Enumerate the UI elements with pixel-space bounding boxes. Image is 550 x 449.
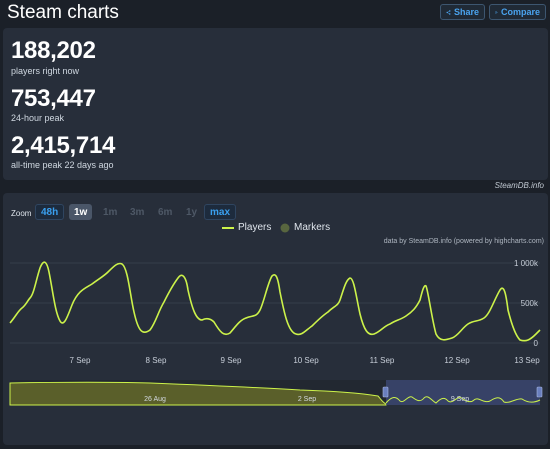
page-title: Steam charts bbox=[7, 2, 119, 23]
players-series-line bbox=[9, 261, 541, 342]
peak-24h-label: 24-hour peak bbox=[11, 113, 65, 123]
zoom-48h-button[interactable]: 48h bbox=[35, 204, 65, 220]
navigator-right-handle[interactable] bbox=[536, 386, 543, 398]
y-tick-1000k: 1 000k bbox=[514, 259, 539, 268]
footer-credit[interactable]: data by SteamDB.info (powered by highcha… bbox=[383, 238, 544, 245]
legend-markers-label: Markers bbox=[294, 222, 331, 233]
nav-tick-2sep: 2 Sep bbox=[298, 396, 316, 403]
x-tick-8sep: 8 Sep bbox=[146, 356, 167, 365]
nav-tick-9sep: 9 Sep bbox=[451, 396, 469, 403]
x-tick-10sep: 10 Sep bbox=[293, 356, 319, 365]
compare-label: Compare bbox=[500, 7, 540, 17]
x-tick-7sep: 7 Sep bbox=[70, 356, 91, 365]
legend-players-label: Players bbox=[238, 222, 272, 233]
zoom-1y-button: 1y bbox=[186, 206, 198, 218]
navigator-left-handle[interactable] bbox=[382, 386, 389, 398]
navigator[interactable]: 26 Aug 2 Sep 9 Sep bbox=[9, 380, 543, 406]
share-button[interactable]: Share bbox=[440, 4, 485, 20]
navigator-selection-line bbox=[385, 396, 541, 404]
compare-button[interactable]: Compare bbox=[489, 4, 546, 20]
zoom-6m-button: 6m bbox=[158, 206, 173, 218]
line-legend-icon bbox=[222, 226, 234, 229]
y-tick-0: 0 bbox=[534, 339, 539, 348]
zoom-label: Zoom bbox=[11, 209, 32, 218]
current-players-label: players right now bbox=[11, 66, 80, 76]
legend-markers[interactable]: Markers bbox=[280, 222, 330, 233]
steamdb-credit[interactable]: SteamDB.info bbox=[494, 181, 544, 190]
dot-legend-icon bbox=[280, 223, 290, 232]
alltime-peak-label: all-time peak 22 days ago bbox=[11, 160, 114, 170]
stats-panel: 188,202 players right now 753,447 24-hou… bbox=[3, 28, 548, 180]
x-tick-12sep: 12 Sep bbox=[444, 356, 470, 365]
alltime-peak-value: 2,415,714 bbox=[11, 132, 116, 159]
zoom-3m-button: 3m bbox=[130, 206, 145, 218]
x-tick-13sep: 13 Sep bbox=[514, 356, 540, 365]
share-icon bbox=[446, 9, 451, 15]
zoom-max-button[interactable]: max bbox=[204, 204, 237, 220]
nav-tick-26aug: 26 Aug bbox=[144, 396, 166, 403]
x-tick-9sep: 9 Sep bbox=[221, 356, 242, 365]
y-tick-500k: 500k bbox=[521, 299, 539, 308]
peak-24h-value: 753,447 bbox=[11, 85, 96, 112]
zoom-1m-button: 1m bbox=[103, 206, 118, 218]
navigator-area bbox=[9, 381, 387, 406]
zoom-1w-button[interactable]: 1w bbox=[69, 204, 93, 220]
current-players-value: 188,202 bbox=[11, 37, 96, 64]
compare-icon bbox=[495, 10, 498, 14]
share-label: Share bbox=[453, 7, 479, 17]
x-tick-11sep: 11 Sep bbox=[370, 356, 395, 365]
legend-players[interactable]: Players bbox=[222, 222, 271, 233]
